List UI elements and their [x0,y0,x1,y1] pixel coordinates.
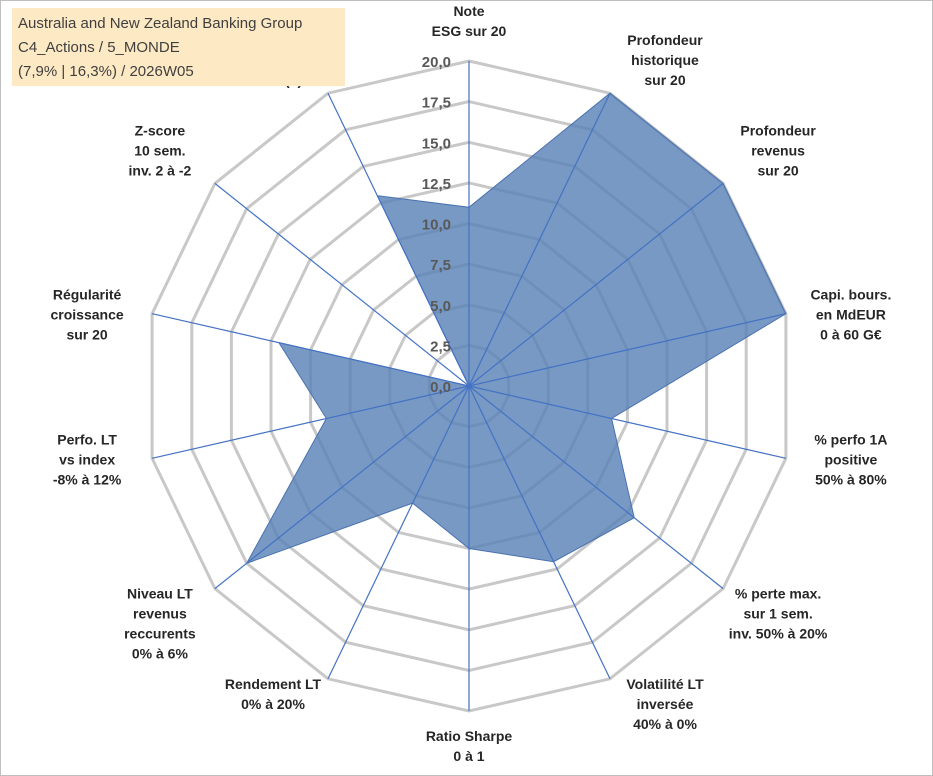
tick-label: 15,0 [422,135,451,152]
axis-label: Z-score 10 sem. inv. 2 à -2 [129,122,192,178]
axis-spoke [468,385,611,680]
axis-spoke [327,385,470,680]
tick-label: 10,0 [422,217,451,234]
axis-spoke [214,182,470,387]
company-name: Australia and New Zealand Banking Group [18,15,303,32]
tick-label: 20,0 [422,54,451,71]
tick-label: 12,5 [422,176,451,193]
axis-label: Rendement LT 0% à 20% [225,676,322,712]
axis-label: Note ESG sur 20 [432,3,507,39]
axis-label: Profondeur revenus sur 20 [740,122,816,178]
axis-spoke [468,92,611,387]
axis-spoke [468,385,724,590]
series-area [245,92,787,565]
tick-label: 2,5 [430,338,451,355]
axis-spoke [327,92,470,387]
axis-label: Ratio Sharpe 0 à 1 [426,728,513,764]
axis-label: Niveau LT revenus reccurents 0% à 6% [124,586,196,662]
axis-label: % perfo 1A positive 50% à 80% [814,431,887,487]
axis-spoke [214,385,470,590]
axis-label: Perfo. LT vs index -8% à 12% [53,431,122,487]
period-text: (7,9% | 16,3%) / 2026W05 [18,63,194,80]
axis-spoke [468,385,787,459]
tick-label: 0,0 [430,379,451,396]
axis-spoke [151,385,470,459]
axis-label: Profondeur historique sur 20 [627,32,703,88]
portfolio-name: C4_Actions / 5_MONDE [18,39,180,56]
axis-label: Régularité croissance sur 20 [51,287,124,343]
tick-label: 7,5 [430,257,451,274]
axis-label: % perte max. sur 1 sem. inv. 50% à 20% [729,586,828,642]
axis-spoke [468,182,724,387]
axis-label: Capi. bours. en MdEUR 0 à 60 G€ [810,287,891,343]
axis-label: Volatilité LT inversée 40% à 0% [626,676,704,732]
radar-spokes [151,61,787,711]
axis-spoke [468,313,787,387]
tick-label: 17,5 [422,95,451,112]
info-box: Australia and New Zealand Banking Group … [12,8,345,86]
radial-tick-labels: 0,0 2,5 5,0 7,5 10,0 12,5 15,0 17,5 20,0 [422,54,451,396]
tick-label: 5,0 [430,298,451,315]
axis-spoke [151,313,470,387]
